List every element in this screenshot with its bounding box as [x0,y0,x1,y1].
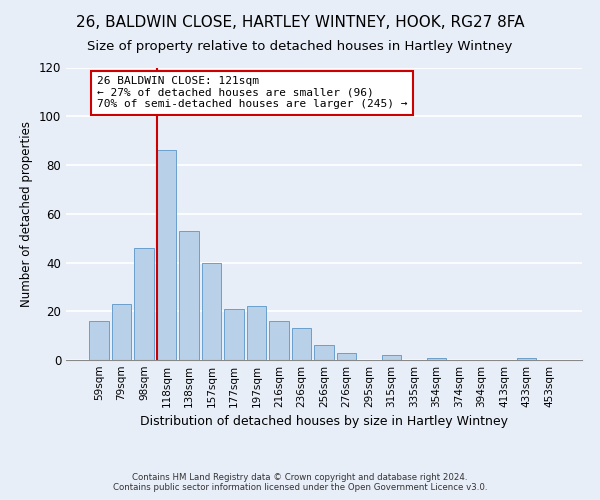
Bar [224,309,244,360]
Bar [517,358,536,360]
Bar [202,262,221,360]
Text: 26 BALDWIN CLOSE: 121sqm
← 27% of detached houses are smaller (96)
70% of semi-d: 26 BALDWIN CLOSE: 121sqm ← 27% of detach… [97,76,407,110]
Y-axis label: Number of detached properties: Number of detached properties [20,120,33,306]
Bar [112,304,131,360]
Bar [247,306,266,360]
Bar [292,328,311,360]
X-axis label: Distribution of detached houses by size in Hartley Wintney: Distribution of detached houses by size … [140,416,508,428]
Text: Size of property relative to detached houses in Hartley Wintney: Size of property relative to detached ho… [88,40,512,53]
Bar [427,358,446,360]
Bar [134,248,154,360]
Bar [269,321,289,360]
Bar [89,321,109,360]
Text: Contains HM Land Registry data © Crown copyright and database right 2024.
Contai: Contains HM Land Registry data © Crown c… [113,473,487,492]
Bar [382,355,401,360]
Bar [314,346,334,360]
Bar [157,150,176,360]
Bar [337,352,356,360]
Bar [179,231,199,360]
Text: 26, BALDWIN CLOSE, HARTLEY WINTNEY, HOOK, RG27 8FA: 26, BALDWIN CLOSE, HARTLEY WINTNEY, HOOK… [76,15,524,30]
